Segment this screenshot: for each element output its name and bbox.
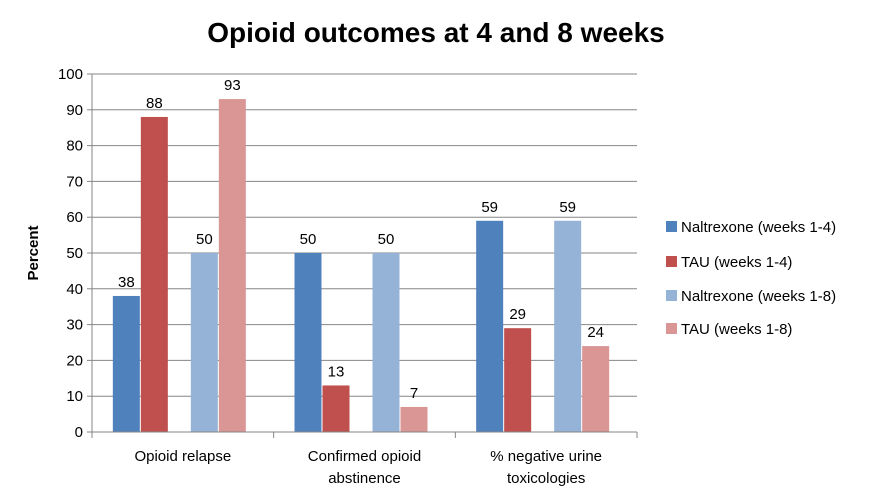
y-tick-label: 100	[58, 66, 83, 83]
legend-swatch	[666, 221, 677, 232]
data-label: 13	[328, 363, 345, 380]
bar	[400, 406, 428, 432]
bar	[294, 253, 322, 432]
y-tick-label: 30	[66, 317, 83, 334]
legend-label: TAU (weeks 1-8)	[681, 321, 792, 338]
data-labels: 38 50 59 88 13 29 50 50 59 93 7 24	[118, 77, 604, 402]
bar	[476, 220, 504, 432]
bar	[582, 346, 610, 432]
legend-label: Naltrexone (weeks 1-4)	[681, 219, 836, 236]
y-tick-label: 40	[66, 281, 83, 298]
chart-title: Opioid outcomes at 4 and 8 weeks	[207, 17, 664, 48]
bar	[112, 295, 140, 432]
gridlines	[92, 73, 637, 433]
y-tick-label: 50	[66, 245, 83, 262]
bar	[322, 385, 350, 432]
data-label: 7	[410, 385, 418, 402]
legend-label: Naltrexone (weeks 1-8)	[681, 288, 836, 305]
legend-label: TAU (weeks 1-4)	[681, 254, 792, 271]
y-axis-ticks: 0 10 20 30 40 50 60 70 80 90 100	[58, 66, 92, 441]
legend: Naltrexone (weeks 1-4) TAU (weeks 1-4) Nal…	[666, 219, 836, 338]
data-label: 59	[559, 199, 576, 216]
category-labels: Opioid relapse Confirmed opioid abstinence…	[134, 448, 602, 487]
y-tick-label: 0	[75, 424, 83, 441]
bar	[372, 253, 400, 432]
legend-swatch	[666, 290, 677, 301]
bars	[112, 99, 610, 433]
category-label: % negative urine toxicologies	[490, 448, 602, 487]
bar	[554, 220, 582, 432]
y-tick-label: 10	[66, 388, 83, 405]
y-axis-title: Percent	[25, 225, 42, 280]
y-tick-label: 70	[66, 173, 83, 190]
y-tick-label: 20	[66, 352, 83, 369]
data-label: 50	[378, 231, 395, 248]
bar	[218, 99, 246, 432]
data-label: 29	[509, 306, 526, 323]
data-label: 93	[224, 77, 241, 94]
data-label: 38	[118, 274, 135, 291]
legend-swatch	[666, 256, 677, 267]
data-label: 88	[146, 95, 163, 112]
bar	[504, 328, 532, 432]
category-label: Confirmed opioid abstinence	[308, 448, 421, 487]
data-label: 24	[587, 324, 604, 341]
y-tick-label: 80	[66, 138, 83, 155]
data-label: 50	[300, 231, 317, 248]
legend-swatch	[666, 323, 677, 334]
data-label: 59	[481, 199, 498, 216]
bar	[140, 116, 168, 433]
y-tick-label: 90	[66, 102, 83, 119]
data-label: 50	[196, 231, 213, 248]
bar	[190, 253, 218, 432]
axes	[91, 74, 638, 438]
y-tick-label: 60	[66, 209, 83, 226]
category-label: Opioid relapse	[134, 448, 231, 465]
